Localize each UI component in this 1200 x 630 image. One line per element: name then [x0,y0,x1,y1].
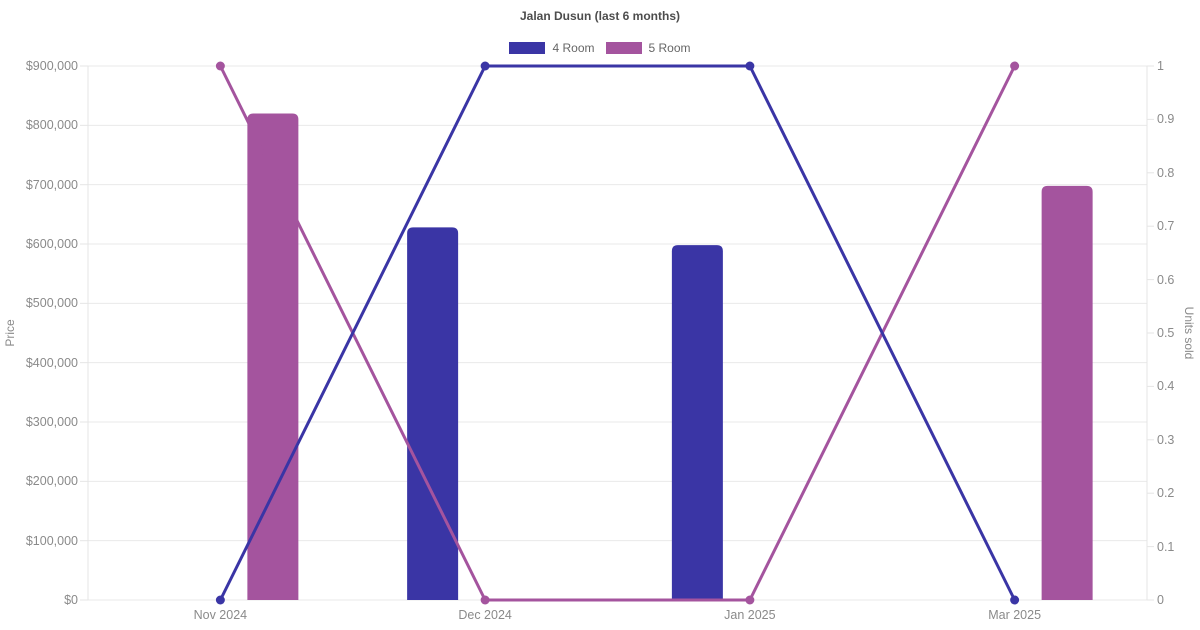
chart-title: Jalan Dusun (last 6 months) [519,9,681,23]
y-left-tick-label: $500,000 [25,296,78,311]
point-5-room-mar-2025[interactable] [1010,61,1020,71]
x-tick-label-jan-2025: Jan 2025 [724,608,776,622]
y-right-tick-label: 0.9 [1157,112,1175,127]
y-left-tick-label: $0 [64,593,78,607]
y-left-tick-label: $100,000 [25,533,78,548]
y-left-tick-label: $200,000 [25,474,78,489]
x-tick-label-nov-2024: Nov 2024 [193,608,248,622]
y-right-tick-label: 0.8 [1157,165,1175,180]
y-left-tick-label: $400,000 [25,355,78,370]
point-5-room-dec-2024[interactable] [480,595,490,605]
y-left-tick-label: $700,000 [25,177,78,192]
legend-label-5-room: 5 Room [648,41,691,55]
legend-item-5-room[interactable]: 5 Room [605,41,691,55]
point-5-room-jan-2025[interactable] [745,595,755,605]
y-left-tick-label: $300,000 [25,415,78,429]
point-4-room-nov-2024[interactable] [215,595,225,605]
y-left-tick-label: $900,000 [25,59,78,73]
x-tick-label-mar-2025: Mar 2025 [988,608,1042,622]
y-right-tick-label: 1 [1157,59,1164,73]
bar-5-room-nov-2024[interactable] [247,113,299,600]
y-left-tick-label: $600,000 [25,237,78,251]
y-right-tick-label: 0.4 [1157,379,1175,394]
y-right-tick-label: 0 [1157,593,1164,607]
legend: 4 Room 5 Room [0,41,1200,55]
bar-4-room-jan-2025[interactable] [671,245,723,601]
legend-swatch-5-room [605,42,642,54]
y-left-tick-label: $800,000 [25,118,78,133]
bar-5-room-mar-2025[interactable] [1041,185,1093,600]
legend-item-4-room[interactable]: 4 Room [509,41,595,55]
y-right-tick-label: 0.1 [1157,539,1175,554]
y-right-tick-label: 0.7 [1157,219,1175,234]
y-axis-title-price: Price [3,319,17,347]
line-4-room[interactable] [218,64,1017,602]
line-5-room[interactable] [218,64,1017,602]
point-4-room-dec-2024[interactable] [480,61,490,71]
point-4-room-mar-2025[interactable] [1010,595,1020,605]
y-right-tick-label: 0.2 [1157,486,1175,501]
y-right-tick-label: 0.5 [1157,326,1175,340]
point-5-room-nov-2024[interactable] [215,61,225,71]
y-right-tick-label: 0.3 [1157,432,1175,447]
point-4-room-jan-2025[interactable] [745,61,755,71]
legend-label-4-room: 4 Room [552,41,595,55]
y-axis-title-units-sold: Units sold [1182,306,1196,360]
legend-swatch-4-room [509,42,546,54]
x-tick-label-dec-2024: Dec 2024 [458,608,512,622]
bar-4-room-dec-2024[interactable] [407,227,459,601]
y-right-tick-label: 0.6 [1157,272,1175,287]
